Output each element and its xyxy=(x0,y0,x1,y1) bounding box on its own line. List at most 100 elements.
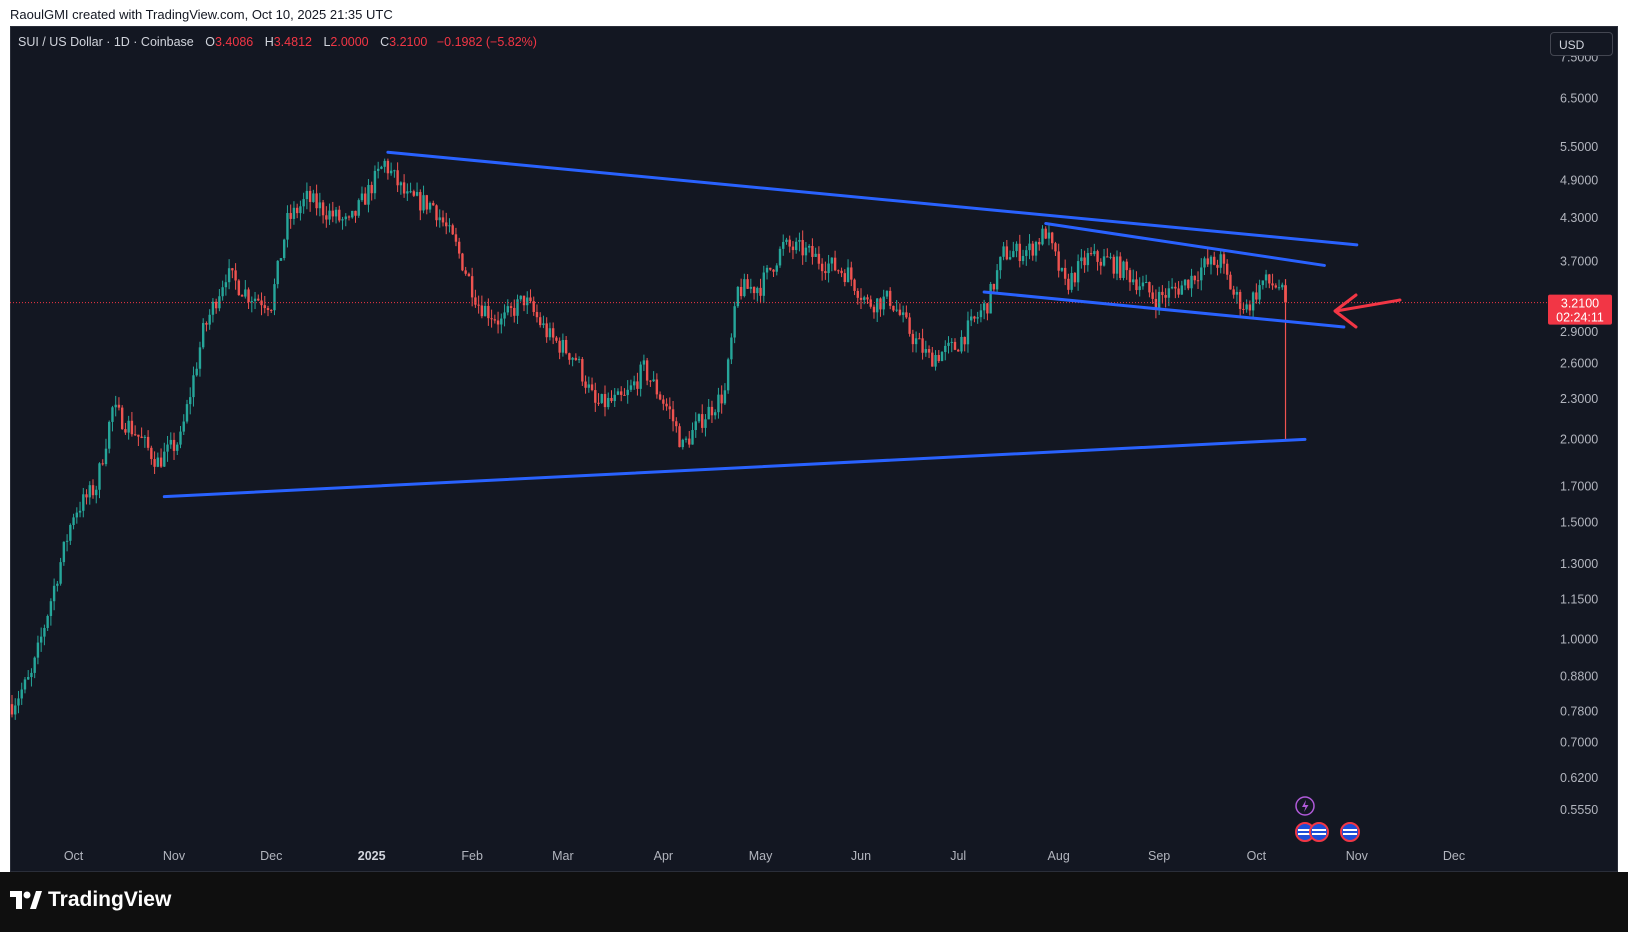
candle-body xyxy=(383,160,386,167)
candle-body xyxy=(33,657,36,673)
candle-body xyxy=(331,210,335,217)
candle-body xyxy=(876,298,879,313)
trendlines-layer xyxy=(162,150,1359,499)
candle-body xyxy=(765,267,769,273)
price-chart[interactable]: 7.50006.50005.50004.90004.30003.70002.90… xyxy=(0,0,1628,872)
candle-body xyxy=(1021,255,1025,262)
candle-body xyxy=(1138,286,1141,291)
candle-body xyxy=(487,305,490,319)
trendline xyxy=(386,150,1359,247)
candle-body xyxy=(717,394,720,413)
price-tick-label: 2.6000 xyxy=(1560,356,1598,370)
candle-body xyxy=(137,434,140,437)
time-tick-label: Nov xyxy=(163,849,186,863)
time-tick-label: Mar xyxy=(552,849,574,863)
candle-body xyxy=(23,679,27,690)
candle-body xyxy=(551,328,555,338)
candle-body xyxy=(464,270,467,274)
candle-body xyxy=(587,384,591,388)
candle-body xyxy=(1002,246,1005,257)
candle-body xyxy=(263,305,266,309)
candle-body xyxy=(1284,285,1287,303)
candle-body xyxy=(130,420,134,435)
candle-body xyxy=(684,438,688,440)
candle-body xyxy=(1057,251,1060,271)
candle-body xyxy=(688,438,691,445)
candle-body xyxy=(1063,267,1067,279)
candle-body xyxy=(10,704,14,715)
candle-body xyxy=(1073,272,1077,283)
candle-body xyxy=(934,355,937,367)
candle-body xyxy=(895,309,898,311)
candle-body xyxy=(746,279,749,289)
candle-body xyxy=(234,270,237,281)
candle-body xyxy=(1125,261,1128,271)
candle-body xyxy=(179,431,182,445)
candle-body xyxy=(626,389,629,396)
candle-body xyxy=(253,298,257,302)
candle-body xyxy=(376,168,380,171)
candle-body xyxy=(448,225,451,227)
candle-body xyxy=(594,390,597,403)
candle-body xyxy=(707,406,710,420)
open-value: 3.4086 xyxy=(214,35,254,49)
candle-body xyxy=(979,310,983,318)
candle-body xyxy=(17,698,20,706)
candle-body xyxy=(14,705,17,715)
time-tick-label: Sep xyxy=(1148,849,1170,863)
candle-body xyxy=(866,297,869,300)
candle-body xyxy=(629,385,633,390)
time-tick-label: Jun xyxy=(851,849,871,863)
candle-body xyxy=(872,306,876,313)
currency-button[interactable]: USD xyxy=(1550,32,1613,56)
candle-body xyxy=(409,191,412,193)
candle-body xyxy=(1018,243,1021,262)
candle-body xyxy=(227,268,231,283)
tradingview-logo[interactable]: TradingView xyxy=(10,888,171,912)
candle-body xyxy=(542,323,545,326)
candle-body xyxy=(908,317,911,334)
candle-body xyxy=(214,301,218,309)
candle-body xyxy=(944,345,947,353)
high-label: H xyxy=(264,35,274,49)
candle-body xyxy=(1112,256,1115,274)
candle-body xyxy=(237,280,241,296)
candle-body xyxy=(1051,232,1054,244)
candle-body xyxy=(539,317,542,326)
candle-body xyxy=(49,601,53,616)
candle-body xyxy=(597,402,600,404)
candle-body xyxy=(733,306,736,338)
candle-body xyxy=(668,406,672,410)
candle-body xyxy=(120,407,124,430)
candle-body xyxy=(1089,253,1093,255)
candle-body xyxy=(360,193,364,201)
candle-body xyxy=(1093,251,1096,255)
candle-body xyxy=(328,210,331,220)
candle-body xyxy=(905,312,908,318)
chart-pane[interactable] xyxy=(10,26,1618,872)
candle-body xyxy=(205,323,208,325)
candle-body xyxy=(1261,280,1265,286)
candle-body xyxy=(159,457,163,467)
candle-body xyxy=(493,319,497,321)
candle-body xyxy=(108,421,111,449)
candle-body xyxy=(1109,256,1112,258)
candle-body xyxy=(101,463,104,465)
chart-credit: RaoulGMI created with TradingView.com, O… xyxy=(10,7,393,22)
candle-body xyxy=(850,267,853,280)
candle-body xyxy=(526,297,529,306)
price-tick-label: 1.7000 xyxy=(1560,479,1598,493)
candle-body xyxy=(266,308,270,310)
candle-body xyxy=(807,245,811,248)
candle-body xyxy=(457,241,461,254)
price-tick-label: 0.5550 xyxy=(1560,803,1598,817)
time-tick-label: Dec xyxy=(1443,849,1465,863)
candle-body xyxy=(1203,258,1206,268)
candle-body xyxy=(114,404,117,408)
candle-body xyxy=(1251,292,1255,311)
candle-body xyxy=(701,414,704,428)
candle-body xyxy=(85,494,88,498)
candle-body xyxy=(632,381,636,386)
candle-body xyxy=(143,436,147,438)
candle-body xyxy=(723,390,727,404)
